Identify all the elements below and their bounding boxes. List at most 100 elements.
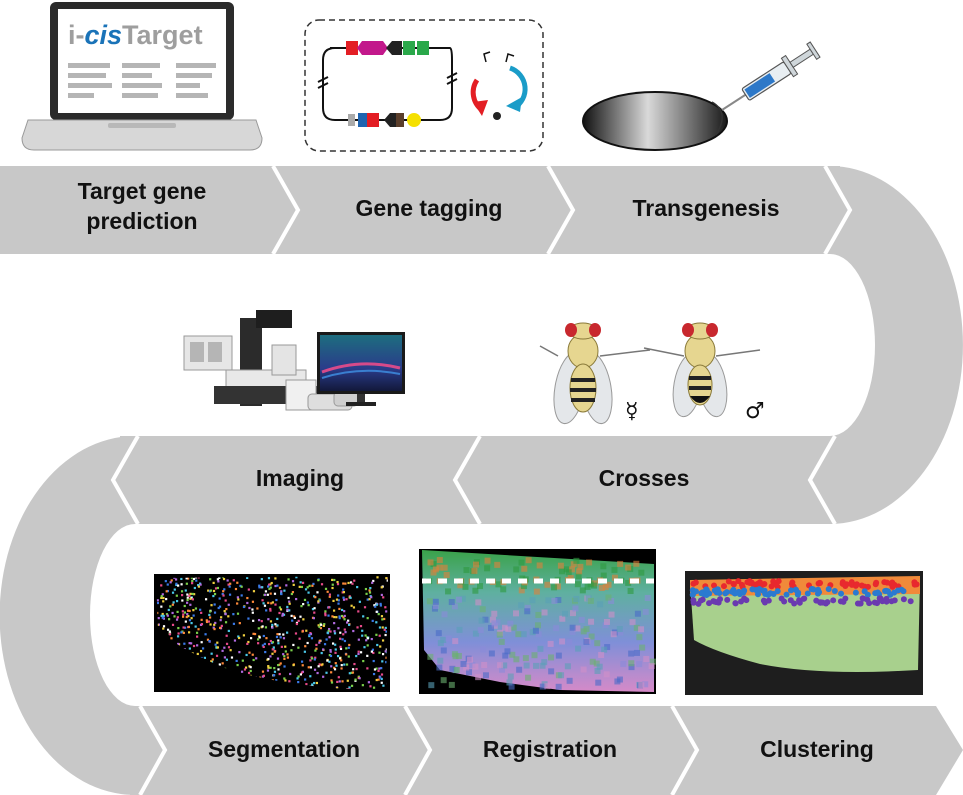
registration-pixel [541,609,548,616]
segmentation-cell [269,655,272,658]
registration-pixel [563,566,570,573]
segmentation-cell [267,601,270,604]
registration-pixel [577,563,584,570]
segmentation-cell [249,669,252,673]
segmentation-cell [313,595,316,598]
registration-pixel [569,624,576,631]
segmentation-cell [162,617,166,620]
segmentation-cell [341,608,344,612]
segmentation-cell [326,590,329,593]
segmentation-cell [240,585,243,588]
segmentation-cell [384,606,387,609]
registration-pixel [578,616,585,623]
registration-pixel [587,597,594,604]
step-label-clustering: Clustering [760,736,874,762]
registration-pixel [564,663,571,670]
registration-pixel [466,669,473,676]
segmentation-cell [219,626,222,629]
registration-pixel [569,628,576,635]
registration-pixel [611,566,618,573]
registration-pixel [488,650,495,657]
segmentation-cell [366,617,369,620]
segmentation-cell [269,609,272,612]
segmentation-cell [246,576,249,580]
registration-pixel [523,662,530,669]
serpentine-band [0,165,963,795]
segmentation-cell [335,598,339,601]
segmentation-cell [162,614,165,618]
registration-pixel [590,582,597,589]
segmentation-cell [249,637,253,640]
segmentation-cell [188,609,191,613]
segmentation-cell [209,623,212,626]
segmentation-cell [343,614,346,618]
segmentation-cell [204,598,208,601]
registration-pixel [448,681,455,688]
cluster-cell [884,579,891,586]
segmentation-cell [191,592,194,596]
segmentation-cell [273,670,277,673]
segmentation-cell [282,653,285,656]
segmentation-cell [291,580,295,583]
segmentation-cell [269,607,272,611]
segmentation-cell [276,657,280,660]
registration-pixel [498,638,505,645]
segmentation-cell [267,657,270,661]
segmentation-cell [270,602,273,605]
segmentation-cell [282,637,286,640]
registration-pixel [430,561,437,568]
segmentation-cell [347,646,350,649]
segmentation-cell [199,649,203,653]
segmentation-cell [238,622,241,625]
segmentation-cell [257,627,260,630]
segmentation-cell [356,586,359,589]
segmentation-cell [289,672,292,676]
segmentation-cell [300,671,304,674]
segmentation-cell [251,608,254,611]
segmentation-cell [305,629,308,632]
registration-pixel [573,595,580,602]
segmentation-cell [380,593,383,597]
chevron-divider [271,165,301,255]
segmentation-cell [333,616,336,619]
segmentation-cell [351,582,354,585]
segmentation-cell [238,636,241,640]
registration-pixel [541,659,548,666]
segmentation-cell [302,618,305,621]
cluster-cell [891,597,898,604]
segmentation-cell [372,579,375,583]
segmentation-cell [191,598,194,601]
segmentation-cell [313,668,317,671]
segmentation-cell [334,651,337,654]
segmentation-cell [338,680,341,683]
registration-pixel [502,652,509,659]
chevron-divider [110,435,140,525]
segmentation-cell [225,642,229,645]
segmentation-cell [188,619,192,622]
segmentation-cell [186,593,189,596]
registration-pixel [469,662,476,669]
segmentation-cell [335,664,338,667]
segmentation-cell [166,583,169,586]
segmentation-cell [264,650,267,654]
chevron-divider [546,165,576,255]
registration-pixel [575,573,582,580]
segmentation-cell [276,633,279,636]
segmentation-cell [281,614,284,617]
segmentation-cell [215,646,218,649]
cluster-cell [866,600,873,607]
segmentation-cell [292,663,295,667]
cluster-cell [796,599,803,606]
step-label-target-gene-line2: prediction [86,208,197,234]
segmentation-cell [213,603,216,606]
segmentation-cell [368,589,371,592]
segmentation-cell [173,615,176,618]
registration-pixel [642,608,649,615]
registration-pixel [520,583,527,590]
syringe-icon [721,41,821,111]
registration-pixel [533,662,540,669]
segmentation-cell [336,680,339,684]
registration-pixel [594,640,601,647]
segmentation-cell [320,623,323,626]
segmentation-cell [267,577,271,580]
